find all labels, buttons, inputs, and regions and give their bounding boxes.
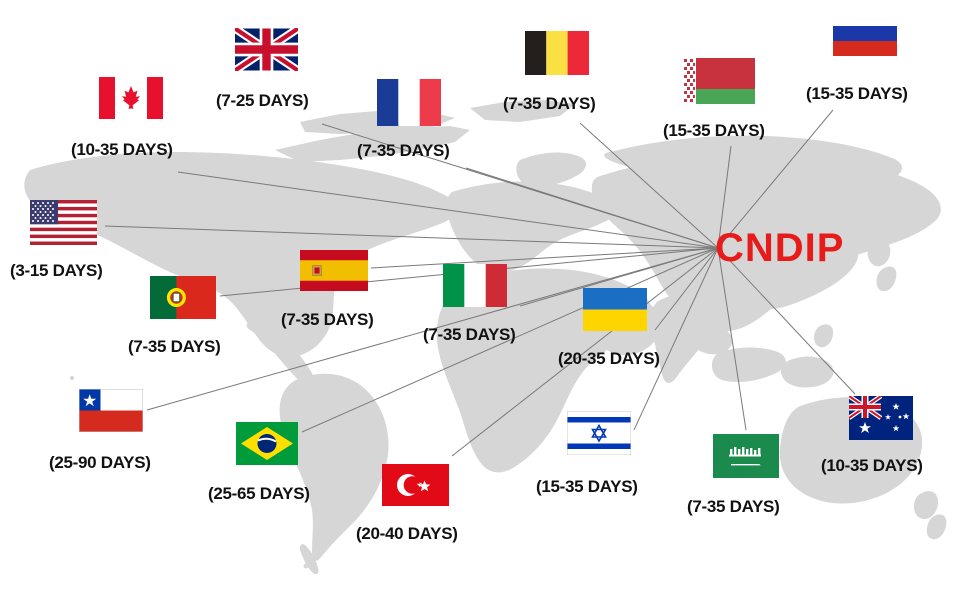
route-line-france bbox=[465, 167, 719, 249]
route-line-brazil bbox=[301, 247, 719, 433]
flag-belgium bbox=[525, 31, 589, 75]
flag-australia bbox=[849, 396, 913, 440]
days-label-russia: (15-35 DAYS) bbox=[806, 84, 908, 103]
flag-france bbox=[377, 79, 441, 126]
route-line-ukraine bbox=[654, 247, 719, 331]
flag-russia bbox=[833, 11, 897, 56]
route-line-chile bbox=[146, 247, 719, 411]
flag-saudi-arabia bbox=[713, 434, 779, 478]
route-line-saudi-arabia bbox=[717, 247, 747, 431]
flag-brazil bbox=[236, 422, 298, 465]
days-label-portugal: (7-35 DAYS) bbox=[128, 337, 221, 356]
days-label-saudi-arabia: (7-35 DAYS) bbox=[687, 497, 780, 516]
flag-turkey bbox=[382, 464, 449, 506]
days-label-chile: (25-90 DAYS) bbox=[49, 453, 151, 472]
route-line-belarus bbox=[717, 145, 732, 249]
flag-canada bbox=[99, 77, 163, 119]
days-label-italy: (7-35 DAYS) bbox=[423, 325, 516, 344]
flag-chile bbox=[79, 389, 143, 432]
days-label-canada: (10-35 DAYS) bbox=[71, 140, 173, 159]
days-label-australia: (10-35 DAYS) bbox=[821, 456, 923, 475]
flag-portugal bbox=[150, 276, 216, 319]
days-label-israel: (15-35 DAYS) bbox=[536, 477, 638, 496]
days-label-united-states: (3-15 DAYS) bbox=[10, 261, 103, 280]
flag-italy bbox=[443, 264, 507, 307]
days-label-belgium: (7-35 DAYS) bbox=[503, 94, 596, 113]
route-line-turkey bbox=[451, 247, 719, 457]
days-label-brazil: (25-65 DAYS) bbox=[208, 484, 310, 503]
hub-label-cndip: CNDIP bbox=[715, 226, 845, 270]
days-label-ukraine: (20-35 DAYS) bbox=[558, 349, 660, 368]
flag-belarus bbox=[683, 58, 755, 104]
route-line-spain bbox=[370, 247, 719, 269]
days-label-france: (7-35 DAYS) bbox=[357, 141, 450, 160]
flag-ukraine bbox=[583, 288, 647, 331]
days-label-turkey: (20-40 DAYS) bbox=[356, 524, 458, 543]
route-line-israel bbox=[633, 247, 719, 431]
days-label-spain: (7-35 DAYS) bbox=[281, 310, 374, 329]
days-label-belarus: (15-35 DAYS) bbox=[663, 121, 765, 140]
days-label-united-kingdom: (7-25 DAYS) bbox=[216, 91, 309, 110]
flag-usa bbox=[30, 200, 97, 245]
flag-israel bbox=[567, 411, 631, 455]
flag-spain bbox=[300, 250, 368, 291]
route-line-canada bbox=[177, 171, 719, 249]
route-line-belgium bbox=[579, 122, 719, 249]
flag-uk bbox=[235, 28, 298, 71]
route-line-australia bbox=[717, 247, 856, 395]
route-line-russia bbox=[717, 109, 834, 249]
route-line-united-states bbox=[104, 225, 719, 249]
